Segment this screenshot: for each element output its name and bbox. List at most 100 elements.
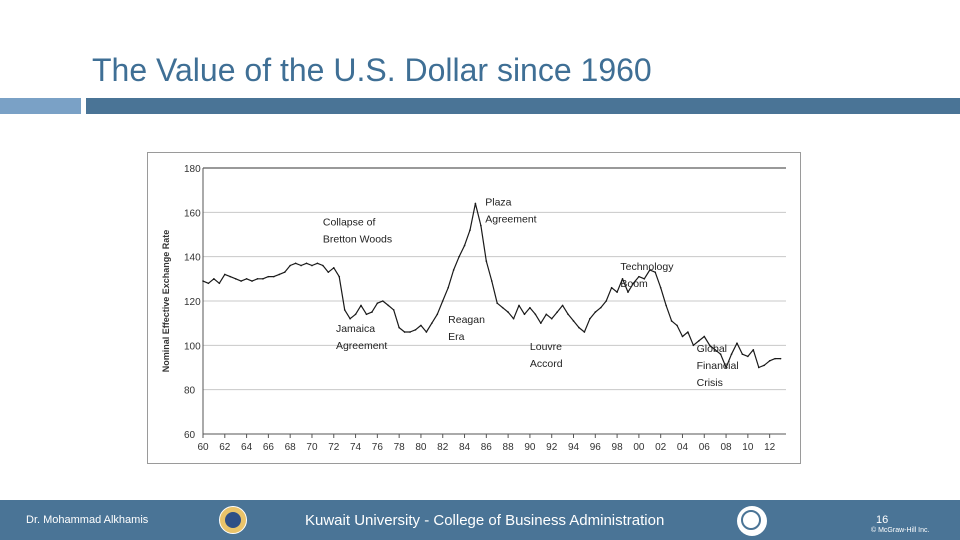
data-point bbox=[687, 331, 689, 333]
data-point bbox=[632, 282, 635, 285]
x-tick-label: 08 bbox=[721, 442, 733, 453]
y-tick-label: 100 bbox=[184, 341, 201, 352]
data-point bbox=[392, 309, 395, 311]
data-point bbox=[327, 271, 330, 273]
x-tick-label: 66 bbox=[263, 442, 275, 453]
data-point bbox=[316, 262, 319, 265]
x-tick-label: 94 bbox=[568, 442, 580, 453]
data-point bbox=[218, 282, 221, 285]
data-point bbox=[670, 320, 673, 322]
data-point bbox=[267, 275, 270, 278]
page-number: 16 bbox=[876, 514, 889, 526]
data-point bbox=[425, 331, 428, 333]
data-point bbox=[256, 278, 259, 280]
y-tick-label: 120 bbox=[184, 297, 201, 308]
data-point bbox=[490, 280, 493, 282]
data-point bbox=[251, 280, 253, 282]
data-point bbox=[343, 309, 346, 311]
data-point bbox=[420, 324, 422, 327]
data-point bbox=[431, 322, 433, 324]
data-point bbox=[703, 335, 706, 338]
data-point bbox=[621, 278, 624, 280]
data-point bbox=[757, 366, 760, 369]
aacsb-accreditation-icon bbox=[737, 506, 767, 536]
data-point bbox=[556, 311, 558, 313]
data-point bbox=[398, 326, 400, 329]
x-tick-label: 98 bbox=[612, 442, 624, 453]
x-tick-label: 96 bbox=[590, 442, 602, 453]
data-point bbox=[545, 313, 548, 316]
data-point bbox=[322, 264, 324, 267]
chart-annotation: Global Financial Crisis bbox=[697, 343, 739, 389]
x-tick-label: 78 bbox=[394, 442, 406, 453]
data-point bbox=[567, 313, 569, 316]
data-point bbox=[213, 278, 215, 280]
data-point bbox=[245, 278, 248, 280]
data-point bbox=[648, 269, 651, 271]
y-tick-label: 60 bbox=[184, 430, 196, 441]
data-point bbox=[371, 311, 373, 313]
data-point bbox=[229, 275, 232, 278]
data-point bbox=[523, 313, 526, 316]
data-point bbox=[234, 278, 237, 280]
data-point bbox=[529, 306, 531, 309]
data-point bbox=[338, 275, 341, 278]
data-point bbox=[659, 286, 662, 289]
x-tick-label: 88 bbox=[503, 442, 515, 453]
x-tick-label: 70 bbox=[306, 442, 318, 453]
data-point bbox=[594, 311, 597, 313]
data-point bbox=[507, 311, 509, 313]
data-point bbox=[736, 342, 738, 344]
data-point bbox=[763, 364, 766, 367]
title-underline-bar bbox=[86, 98, 960, 114]
title-underline-accent bbox=[0, 98, 81, 114]
data-point bbox=[294, 262, 297, 265]
chart-frame: 180 160 140 120 100 80 60 60 62 64 66 68 70 72 74 76 78 8… bbox=[147, 152, 801, 464]
data-point bbox=[273, 275, 275, 278]
data-point bbox=[714, 348, 716, 351]
data-point bbox=[741, 353, 744, 355]
x-tick-label: 02 bbox=[655, 442, 667, 453]
x-tick-label: 72 bbox=[328, 442, 340, 453]
data-point bbox=[654, 271, 657, 273]
x-tick-label: 10 bbox=[742, 442, 754, 453]
chart-annotation: Reagan Era bbox=[448, 314, 485, 343]
data-point bbox=[387, 304, 390, 307]
slide-title: The Value of the U.S. Dollar since 1960 bbox=[92, 52, 652, 88]
data-point bbox=[283, 271, 286, 273]
exchange-rate-line bbox=[202, 202, 781, 369]
data-point bbox=[332, 266, 335, 269]
data-point bbox=[223, 273, 226, 276]
data-point bbox=[240, 280, 242, 282]
institution-name: Kuwait University - College of Business … bbox=[305, 512, 665, 529]
data-point bbox=[605, 300, 607, 302]
data-point bbox=[382, 300, 384, 302]
data-point bbox=[365, 313, 368, 316]
data-point bbox=[349, 317, 351, 320]
data-point bbox=[676, 324, 678, 327]
data-point bbox=[480, 224, 482, 227]
chart-annotation: Jamaica Agreement bbox=[336, 323, 387, 352]
data-point bbox=[278, 273, 281, 276]
data-point bbox=[403, 331, 406, 333]
data-point bbox=[643, 278, 646, 280]
data-point bbox=[561, 304, 564, 307]
data-point bbox=[458, 255, 460, 258]
data-point bbox=[305, 262, 308, 265]
x-tick-label: 90 bbox=[524, 442, 536, 453]
x-tick-label: 68 bbox=[285, 442, 297, 453]
data-point bbox=[496, 302, 499, 305]
data-point bbox=[441, 300, 444, 302]
x-tick-label: 84 bbox=[459, 442, 471, 453]
data-point bbox=[512, 317, 515, 320]
chart-annotation: Louvre Accord bbox=[530, 341, 563, 370]
data-point bbox=[610, 286, 613, 289]
data-point bbox=[207, 282, 210, 285]
data-point bbox=[719, 353, 722, 355]
data-point bbox=[698, 340, 700, 342]
x-tick-label: 00 bbox=[633, 442, 645, 453]
copyright-notice: © McGraw-Hill Inc. bbox=[871, 527, 930, 534]
data-point bbox=[409, 331, 411, 333]
data-point bbox=[578, 326, 580, 329]
